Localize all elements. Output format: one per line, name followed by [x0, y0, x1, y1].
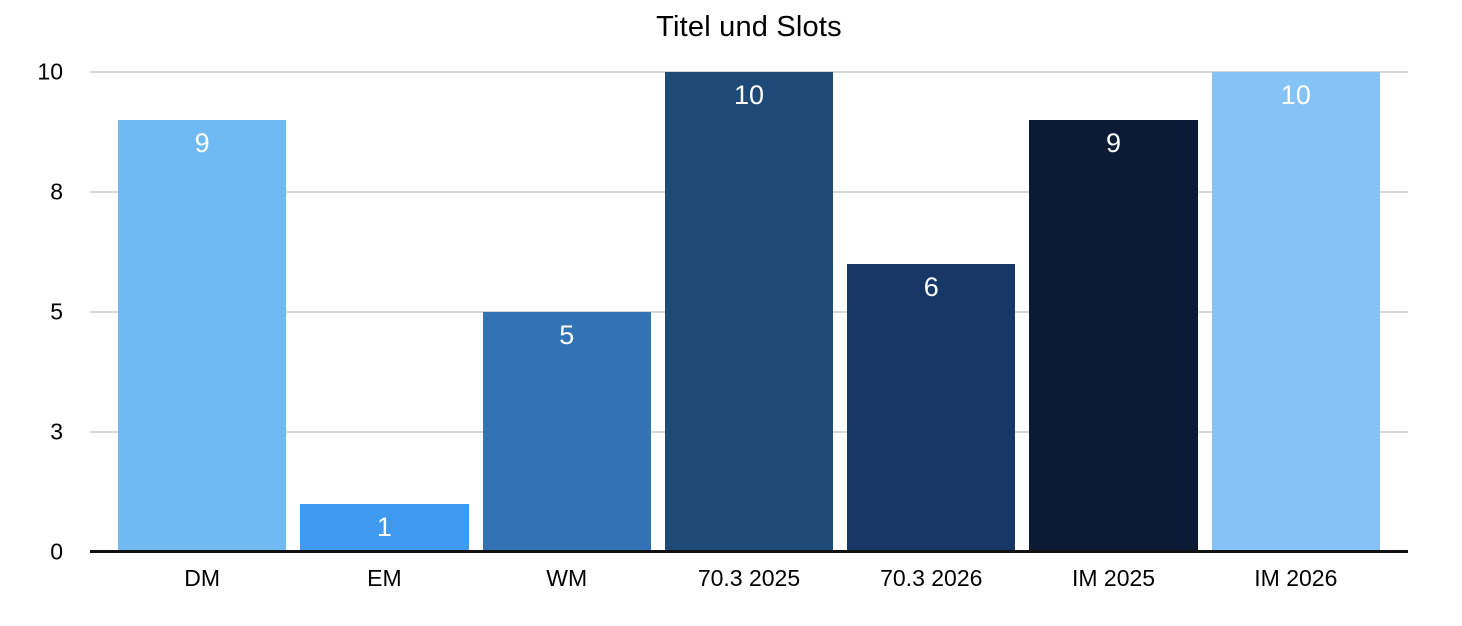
x-axis-category-label: 70.3 2025: [697, 565, 801, 591]
y-axis-tick-label: 5: [50, 298, 63, 325]
bar-70-3-2026: 6: [847, 264, 1016, 552]
bar-70-3-2025: 10: [664, 72, 834, 552]
bar-value-label: 10: [733, 80, 764, 110]
x-axis: DM EM WM 70.3 2025 70.3 2026 IM 2025 IM 2026: [90, 565, 1408, 592]
x-axis-category-label: WM: [546, 565, 588, 591]
bar-value-label: 5: [559, 320, 575, 350]
y-axis-tick-label: 10: [37, 58, 63, 85]
x-axis-category-label: IM 2026: [1254, 565, 1338, 591]
bar-wm: 5: [482, 312, 651, 552]
chart-title: Titel und Slots: [656, 11, 842, 43]
x-axis-category-label: IM 2025: [1071, 565, 1156, 591]
x-axis-category-label: 70.3 2026: [880, 565, 983, 591]
y-axis-tick-label: 3: [50, 418, 63, 445]
bar-em: 1: [300, 504, 469, 552]
y-axis-tick-label: 8: [50, 178, 63, 205]
x-axis-line: [90, 550, 1408, 553]
x-axis-category-label: DM: [184, 565, 221, 591]
bar-dm: 9: [118, 120, 287, 552]
bars-row: 9 1 5 10 6 9 10: [90, 72, 1408, 552]
bar-im-2026: 10: [1211, 72, 1380, 552]
bar-im-2025: 9: [1029, 120, 1198, 552]
x-axis-category-label: EM: [367, 565, 402, 591]
bar-value-label: 9: [194, 128, 210, 158]
plot-area: 0 3 5 8 10 9 1 5 10 6 9 10 DM EM WM 70.3 2025 70.3 202…: [37, 59, 1408, 591]
bar-value-label: 6: [923, 272, 939, 302]
bar-value-label: 9: [1106, 128, 1122, 158]
bar-value-label: 10: [1280, 80, 1311, 110]
bar-value-label: 1: [376, 512, 392, 542]
y-axis-tick-label: 0: [50, 538, 63, 565]
